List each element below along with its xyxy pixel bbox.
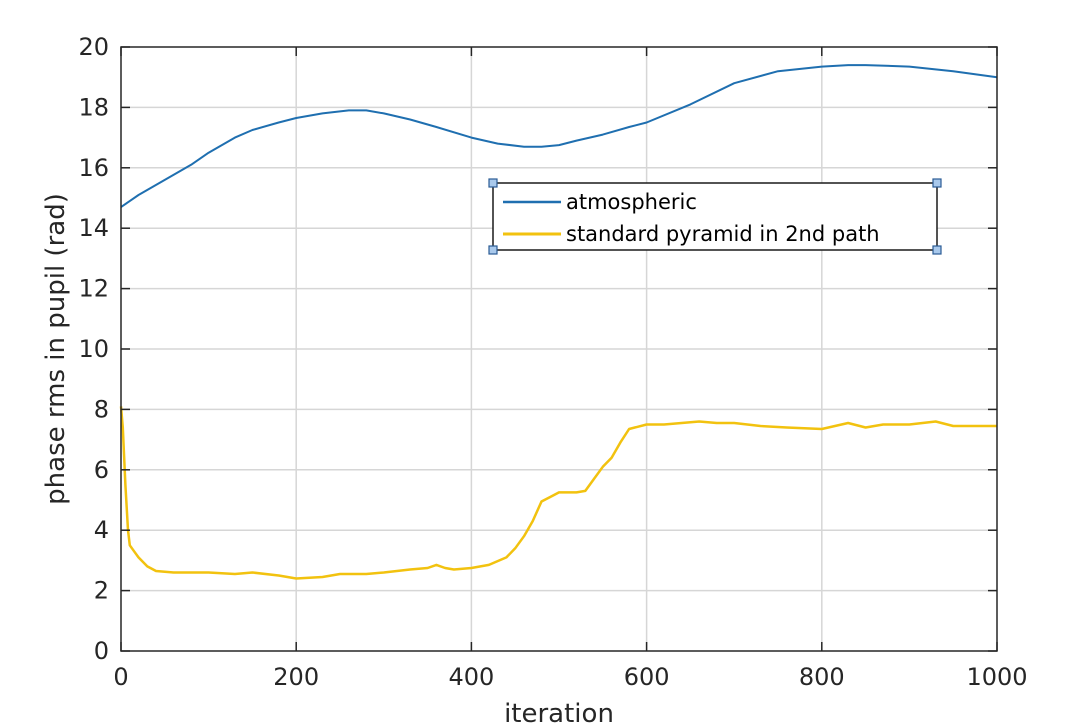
series-group bbox=[119, 64, 998, 580]
x-axis-label: iteration bbox=[504, 699, 614, 727]
series-line-1 bbox=[120, 64, 998, 208]
y-tick-label: 10 bbox=[78, 335, 109, 363]
legend-resize-handle[interactable] bbox=[488, 245, 498, 255]
y-tick-label: 0 bbox=[94, 637, 109, 665]
y-tick-label: 18 bbox=[78, 93, 109, 121]
legend-resize-handle[interactable] bbox=[488, 178, 498, 188]
y-tick-label: 8 bbox=[94, 395, 109, 423]
legend-label: standard pyramid in 2nd path bbox=[566, 222, 880, 246]
y-tick-label: 6 bbox=[94, 456, 109, 484]
y-tick-label: 2 bbox=[94, 577, 109, 605]
series-line-2 bbox=[119, 406, 997, 580]
y-tick-label: 16 bbox=[78, 154, 109, 182]
legend-resize-handle[interactable] bbox=[932, 245, 942, 255]
legend-resize-handle[interactable] bbox=[932, 178, 942, 188]
y-tick-label: 20 bbox=[78, 33, 109, 61]
x-tick-label: 600 bbox=[624, 663, 670, 691]
tick-marks bbox=[120, 46, 998, 652]
x-tick-label: 400 bbox=[448, 663, 494, 691]
x-tick-label: 0 bbox=[113, 663, 128, 691]
y-axis-label: phase rms in pupil (rad) bbox=[41, 193, 71, 505]
legend-box[interactable] bbox=[492, 182, 938, 251]
y-tick-label: 14 bbox=[78, 214, 109, 242]
x-tick-label: 1000 bbox=[966, 663, 1027, 691]
x-tick-label: 200 bbox=[273, 663, 319, 691]
legend-label: atmospheric bbox=[566, 190, 697, 214]
grid-lines bbox=[121, 47, 997, 651]
y-tick-label: 4 bbox=[94, 516, 109, 544]
y-tick-label: 12 bbox=[78, 275, 109, 303]
x-tick-labels: 0 200 400 600 800 1000 bbox=[113, 663, 1027, 691]
x-tick-label: 800 bbox=[799, 663, 845, 691]
legend[interactable]: atmospheric standard pyramid in 2nd path bbox=[488, 178, 942, 255]
y-tick-labels: 0 2 4 6 8 10 12 14 16 18 20 bbox=[78, 33, 109, 665]
